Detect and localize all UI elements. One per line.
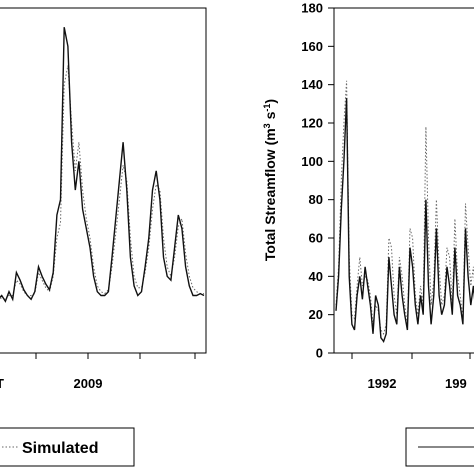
right-x-tick-label-2: 199 <box>445 376 467 391</box>
right-legend <box>405 427 474 467</box>
right-x-tick-label-1: 1992 <box>368 376 397 391</box>
right-y-tick-label-40: 40 <box>309 269 323 284</box>
right-y-axis-title: Total Streamflow (m3 s-1) <box>262 99 278 261</box>
right-x-ticks <box>351 353 471 359</box>
left-observed-line <box>0 27 205 303</box>
left-simulated-line <box>0 65 204 300</box>
right-y-tick-label-80: 80 <box>309 192 323 207</box>
right-y-tick-label-120: 120 <box>301 116 323 131</box>
right-y-tick-label-160: 160 <box>301 39 323 54</box>
right-y-tick-label-0: 0 <box>316 346 323 361</box>
left-x-ticks <box>35 353 196 359</box>
right-y-tick-label-140: 140 <box>301 77 323 92</box>
right-solid-line <box>335 98 474 344</box>
left-legend-box <box>0 427 135 467</box>
left-panel: T 2009 <box>0 7 207 391</box>
left-legend-simulated-label: Simulated <box>22 440 98 457</box>
right-panel: Total Streamflow (m3 s-1) 0 20 40 60 80 100 12… <box>262 1 474 391</box>
left-plot-frame <box>0 7 207 354</box>
left-x-tick-label-2: 2009 <box>74 376 103 391</box>
left-x-tick-label-1: T <box>0 376 4 391</box>
right-y-tick-label-100: 100 <box>301 154 323 169</box>
right-y-ticks: 0 20 40 60 80 100 120 140 160 180 <box>301 1 334 361</box>
right-plot-frame <box>333 7 474 354</box>
right-y-tick-label-180: 180 <box>301 1 323 16</box>
left-legend: Simulated <box>0 427 135 467</box>
right-y-tick-label-60: 60 <box>309 231 323 246</box>
right-y-tick-label-20: 20 <box>309 307 323 322</box>
